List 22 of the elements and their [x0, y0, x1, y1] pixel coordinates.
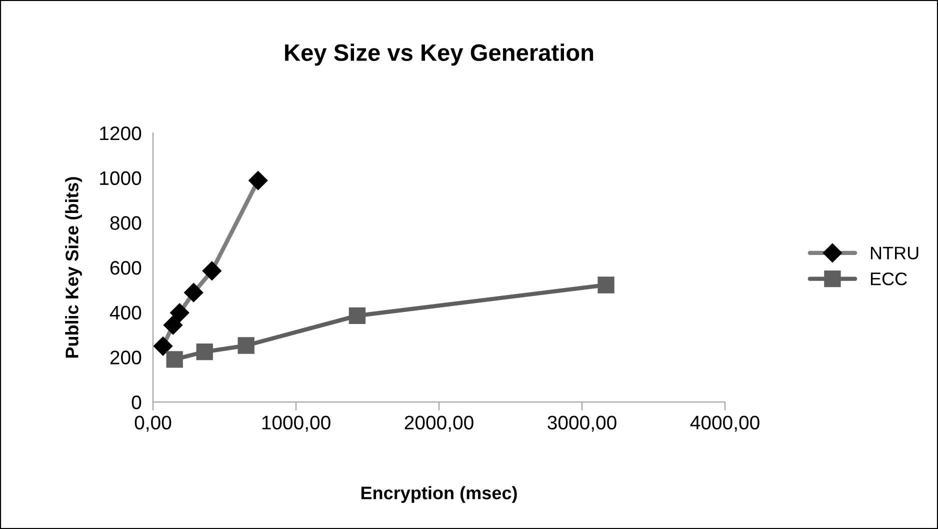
- point: [238, 337, 254, 354]
- y-tick-label: 400: [110, 306, 142, 320]
- y-tick-label: 600: [110, 260, 142, 275]
- x-tick-label: 2000,00: [404, 416, 474, 432]
- x-tick-label: 0,00: [134, 416, 172, 432]
- point: [348, 307, 366, 324]
- y-tick-label: 1200: [100, 126, 142, 140]
- point: [598, 276, 614, 294]
- x-axis-title: Encryption (msec): [361, 486, 517, 503]
- x-tick-label: 4000,00: [690, 416, 760, 432]
- point: [166, 351, 183, 368]
- point: [196, 343, 213, 360]
- x-tick-label: 1000,00: [262, 416, 330, 432]
- y-tick-label: 800: [110, 216, 142, 230]
- x-tick-label: 3000,00: [548, 416, 616, 432]
- legend-label: ECC: [870, 272, 907, 286]
- y-tick-label: 0: [132, 395, 142, 410]
- y-tick-label: 1000: [100, 171, 142, 186]
- chart-title: Key Size vs Key Generation: [285, 44, 594, 66]
- legend-label: NTRU: [870, 246, 918, 260]
- y-axis-title: Public Key Size (bits): [65, 177, 82, 358]
- y-tick-label: 200: [110, 350, 142, 364]
